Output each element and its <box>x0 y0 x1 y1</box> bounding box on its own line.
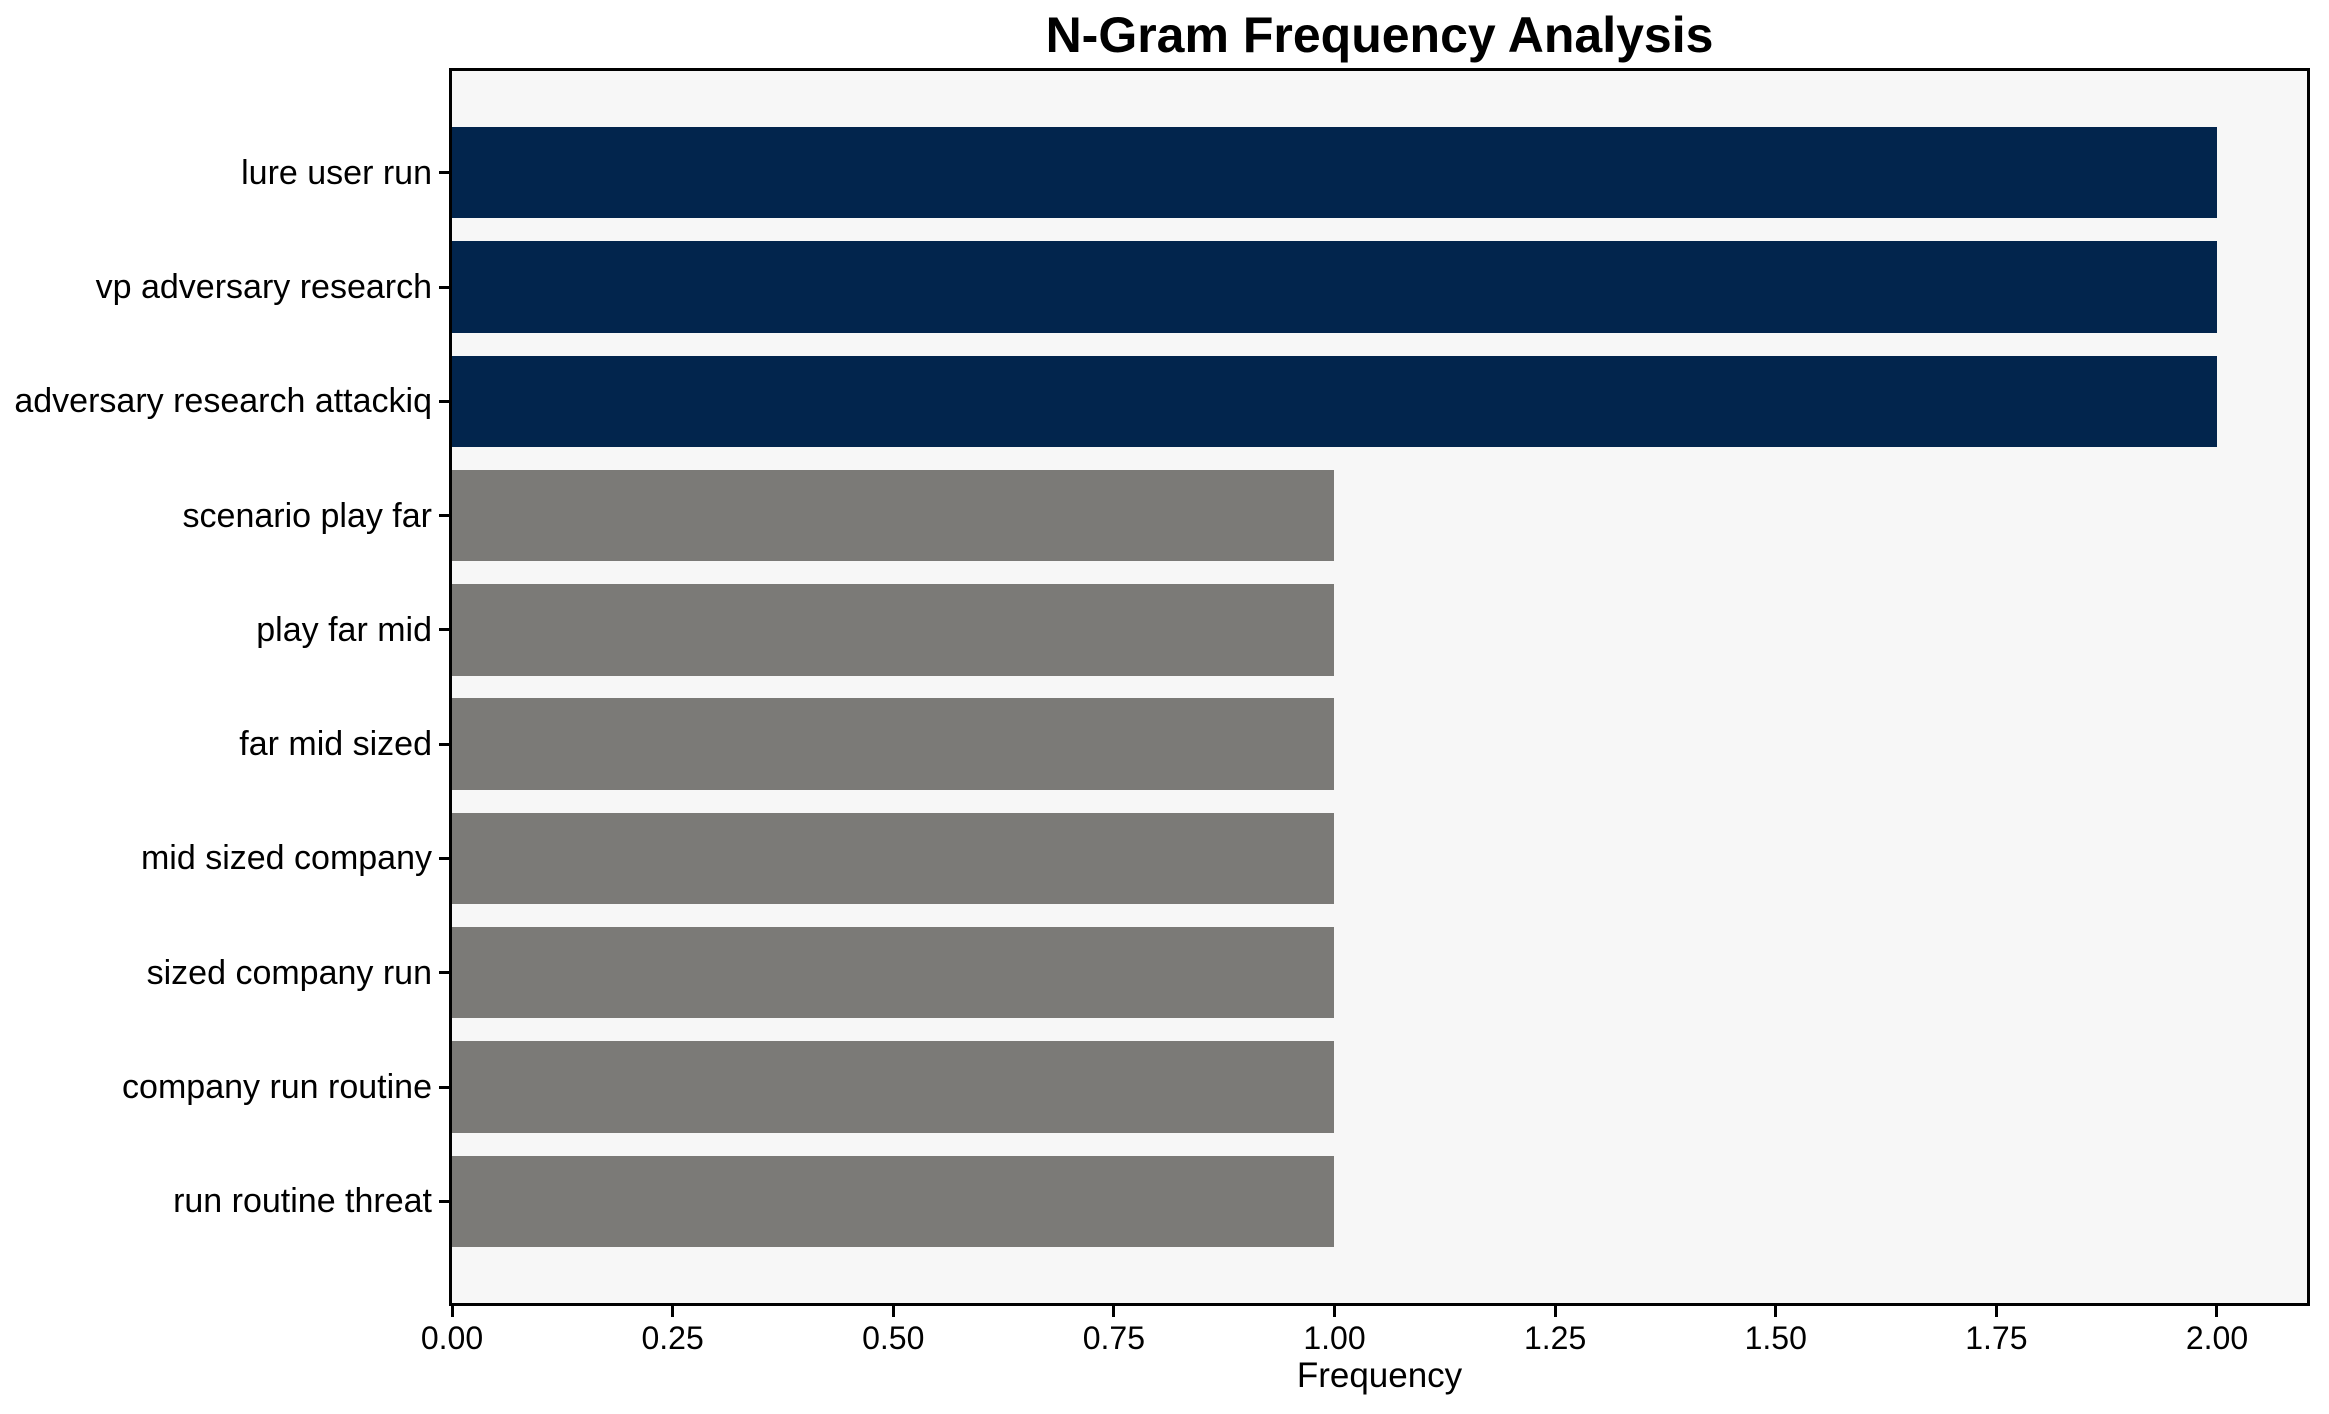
x-tick-label: 1.75 <box>1965 1320 2028 1356</box>
x-tick-mark <box>1332 1306 1336 1317</box>
x-tick-mark <box>2215 1306 2219 1317</box>
x-tick-label: 1.50 <box>1744 1320 1807 1356</box>
y-tick-mark <box>439 285 449 289</box>
y-tick-label: company run routine <box>122 1068 432 1106</box>
y-tick-label: adversary research attackiq <box>14 382 432 421</box>
chart-title: N-Gram Frequency Analysis <box>1045 7 1714 63</box>
x-tick-mark <box>1112 1306 1116 1317</box>
bar <box>452 812 1335 905</box>
y-tick-label: play far mid <box>256 610 432 649</box>
bar <box>452 1155 1335 1247</box>
x-tick-label: 0.00 <box>420 1320 484 1356</box>
y-tick-mark <box>439 971 449 975</box>
bar <box>452 127 2217 219</box>
bar <box>452 1041 1335 1133</box>
y-tick-label: scenario play far <box>182 496 432 535</box>
y-tick-label: far mid sized <box>239 725 432 764</box>
y-tick-mark <box>439 742 449 746</box>
y-tick-label: lure user run <box>241 153 432 192</box>
bar <box>452 469 1335 562</box>
x-tick-label: 2.00 <box>2185 1320 2249 1356</box>
x-tick-label: 0.25 <box>641 1320 704 1356</box>
x-tick-label: 0.75 <box>1082 1320 1145 1356</box>
y-tick-mark <box>439 1085 449 1089</box>
x-tick-mark <box>1774 1306 1778 1317</box>
x-axis-label: Frequency <box>1296 1356 1463 1395</box>
x-tick-mark <box>891 1306 895 1317</box>
x-tick-mark <box>450 1306 454 1317</box>
x-tick-mark <box>1553 1306 1557 1317</box>
y-tick-label: mid sized company <box>140 839 432 878</box>
x-tick-label: 1.25 <box>1523 1320 1587 1356</box>
x-tick-mark <box>671 1306 675 1317</box>
x-tick-mark <box>1994 1306 1998 1317</box>
bar <box>452 241 2217 333</box>
plot-area <box>449 68 2310 1306</box>
y-tick-mark <box>439 628 449 632</box>
x-tick-label: 1.00 <box>1303 1320 1366 1356</box>
bar <box>452 698 1335 790</box>
y-tick-label: sized company run <box>146 953 432 992</box>
y-tick-label: run routine threat <box>173 1182 432 1221</box>
bar <box>452 355 2217 447</box>
y-tick-mark <box>439 171 449 175</box>
bar <box>452 584 1335 676</box>
bar <box>452 927 1335 1019</box>
y-tick-mark <box>439 856 449 860</box>
y-tick-mark <box>439 514 449 518</box>
x-tick-label: 0.50 <box>862 1320 925 1356</box>
y-tick-label: vp adversary research <box>95 268 432 306</box>
y-tick-mark <box>439 399 449 403</box>
y-tick-mark <box>439 1199 449 1203</box>
